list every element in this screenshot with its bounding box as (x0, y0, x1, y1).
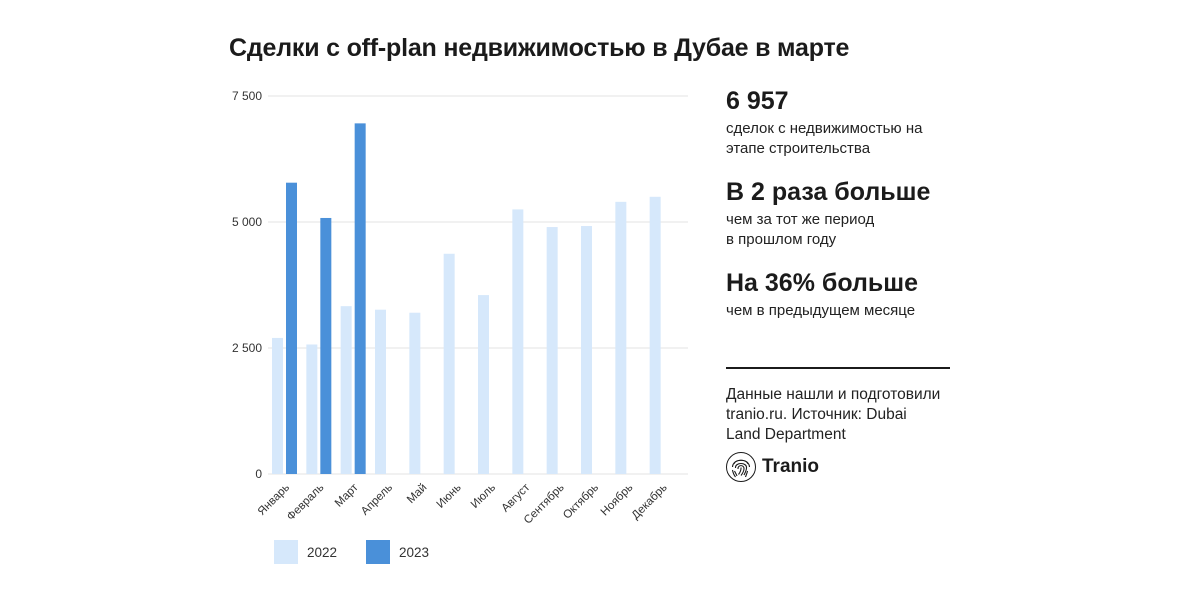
stat-description: чем за тот же период в прошлом году (726, 211, 875, 248)
stat-year-over-year: В 2 раза больше чем за тот же период в п… (726, 177, 986, 250)
legend-2022-swatch (274, 540, 298, 564)
bar-2022 (409, 312, 421, 474)
stat-value: В 2 раза больше (726, 178, 931, 206)
divider (726, 367, 950, 369)
bar-2022 (340, 306, 352, 474)
bar-2022 (375, 309, 386, 474)
x-tick-label: Март (333, 481, 361, 509)
brand-name: Tranio (762, 456, 820, 477)
stats-panel: 6 957 сделок с недвижимостью на этапе ст… (726, 86, 986, 339)
bar-2023 (354, 123, 366, 475)
bar-2022 (546, 227, 558, 474)
bar-2022 (615, 201, 627, 474)
source-note: Данные нашли и подготовили tranio.ru. Ис… (726, 386, 941, 443)
y-tick-label: 2 500 (232, 341, 262, 355)
bar-2022 (512, 209, 524, 474)
legend-2022-label: 2022 (307, 545, 337, 560)
bar-2022 (478, 295, 489, 474)
bar-2022 (306, 344, 318, 474)
brand: Tranio (726, 452, 819, 482)
bar-2023 (320, 217, 332, 474)
bar-2022 (649, 196, 661, 475)
legend-2023-swatch (366, 540, 390, 564)
x-tick-label: Июль (469, 482, 498, 511)
bar-2023 (286, 182, 297, 475)
stat-description: чем в предыдущем месяце (726, 302, 916, 319)
legend-2023-label: 2023 (399, 545, 429, 560)
y-tick-label: 7 500 (232, 89, 262, 103)
stat-value: 6 957 (726, 87, 789, 115)
stat-total-deals: 6 957 сделок с недвижимостью на этапе ст… (726, 86, 986, 159)
y-tick-label: 0 (255, 467, 262, 481)
fingerprint-logo-icon (726, 452, 756, 482)
bar-2022 (272, 337, 283, 474)
stat-description: сделок с недвижимостью на этапе строител… (726, 120, 923, 157)
chart-title: Сделки с off-plan недвижимостью в Дубае … (229, 34, 850, 62)
bar-2022 (581, 226, 592, 474)
x-tick-label: Декабрь (630, 482, 670, 522)
y-tick-label: 5 000 (232, 215, 262, 229)
stat-month-over-month: На 36% больше чем в предыдущем месяце (726, 268, 986, 321)
x-tick-label: Апрель (359, 482, 395, 518)
bar-2022 (443, 253, 455, 474)
x-tick-label: Июнь (435, 482, 464, 511)
x-tick-label: Октябрь (561, 482, 601, 522)
x-tick-label: Май (405, 482, 429, 506)
x-tick-label: Август (499, 481, 532, 514)
stat-value: На 36% больше (726, 269, 918, 297)
x-tick-label: Февраль (285, 482, 327, 524)
